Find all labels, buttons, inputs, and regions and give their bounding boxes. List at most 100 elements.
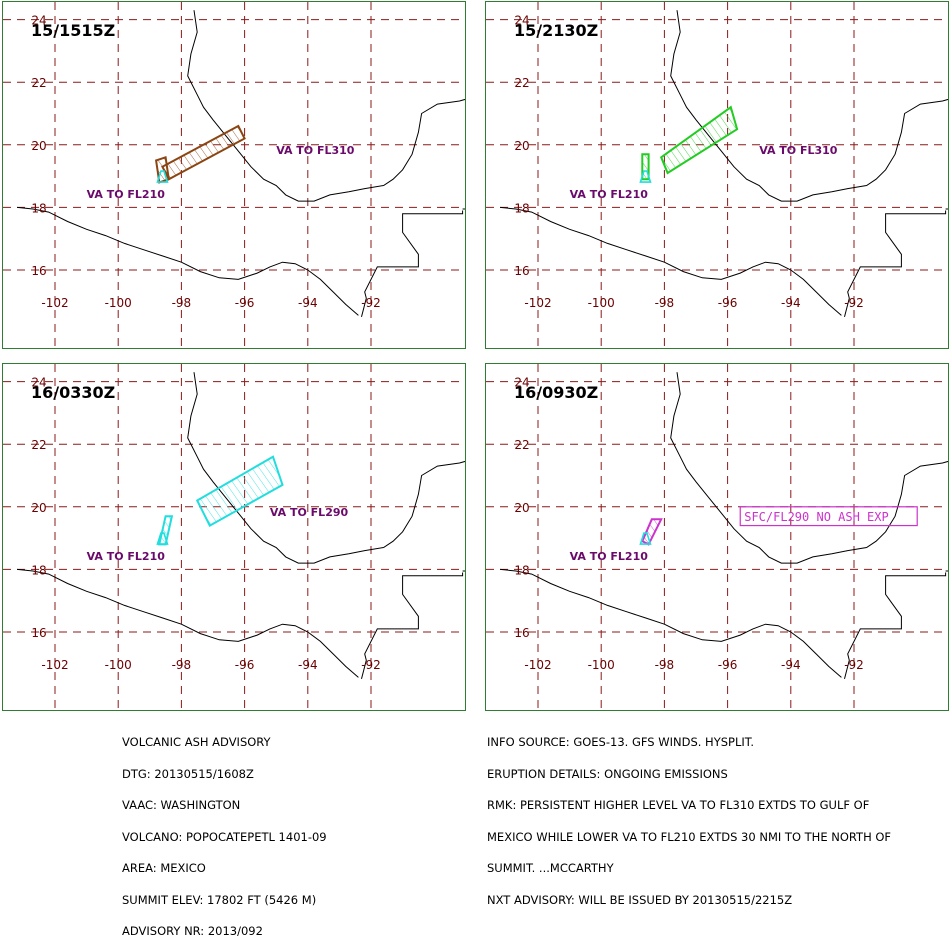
- advisory-line: RMK: PERSISTENT HIGHER LEVEL VA TO FL310…: [487, 798, 870, 812]
- ash-cloud-polygon: [641, 518, 663, 546]
- longitude-tick-label: -94: [298, 658, 318, 672]
- latitude-tick-label: 24: [31, 376, 46, 390]
- longitude-tick-label: -100: [105, 658, 132, 672]
- ash-cloud-polygon: [659, 105, 739, 175]
- coastline: [187, 10, 465, 202]
- longitude-tick-label: -98: [655, 296, 675, 310]
- advisory-line: VOLCANIC ASH ADVISORY: [122, 735, 271, 749]
- latitude-tick-label: 24: [514, 14, 529, 28]
- longitude-tick-label: -96: [235, 296, 255, 310]
- latitude-tick-label: 20: [31, 139, 46, 153]
- longitude-tick-label: -94: [781, 296, 801, 310]
- longitude-tick-label: -100: [588, 296, 615, 310]
- volcano-icon: [156, 532, 169, 545]
- latitude-tick-label: 20: [514, 139, 529, 153]
- advisory-line: AREA: MEXICO: [122, 861, 206, 875]
- latitude-tick-label: 18: [31, 563, 46, 577]
- longitude-tick-label: -98: [172, 296, 192, 310]
- latitude-tick-label: 16: [31, 264, 46, 278]
- panel-time-title: 15/2130Z: [514, 21, 598, 40]
- coastline: [187, 372, 465, 564]
- coastline: [844, 572, 947, 680]
- longitude-tick-label: -96: [718, 296, 738, 310]
- latitude-tick-label: 24: [31, 14, 46, 28]
- panel-time-title: 15/1515Z: [31, 21, 115, 40]
- latitude-tick-label: 24: [514, 376, 529, 390]
- map-layer: 16 18 20 22 24 -102 -100 -98 -96 -94 -92 VA TO FL29…: [3, 364, 465, 710]
- longitude-tick-label: -102: [524, 296, 551, 310]
- latitude-tick-label: 18: [31, 201, 46, 215]
- altitude-label: VA TO FL310: [276, 144, 355, 157]
- latitude-tick-label: 18: [514, 563, 529, 577]
- map-panel-4: 16 18 20 22 24 -102 -100 -98 -96 -94 -92 VA TO FL21…: [485, 363, 949, 711]
- advisory-line: ERUPTION DETAILS: ONGOING EMISSIONS: [487, 766, 728, 781]
- altitude-label: VA TO FL310: [759, 144, 838, 157]
- advisory-remarks-block: INFO SOURCE: GOES-13. GFS WINDS. HYSPLIT…: [487, 716, 891, 916]
- longitude-tick-label: -100: [105, 296, 132, 310]
- advisory-line: DTG: 20130515/1608Z: [122, 766, 254, 781]
- map-layer: 16 18 20 22 24 -102 -100 -98 -96 -94 -92 VA TO FL21…: [486, 364, 948, 710]
- coastline: [500, 206, 842, 316]
- coastline: [361, 572, 464, 680]
- latitude-tick-label: 22: [31, 438, 46, 452]
- advisory-line: SUMMIT ELEV: 17802 FT (5426 M): [122, 892, 317, 907]
- coastline: [670, 10, 948, 202]
- longitude-tick-label: -96: [235, 658, 255, 672]
- latitude-tick-label: 16: [514, 626, 529, 640]
- longitude-tick-label: -98: [655, 658, 675, 672]
- latitude-tick-label: 22: [31, 76, 46, 90]
- volcano-icon: [639, 532, 652, 545]
- volcano-icon: [639, 170, 652, 183]
- altitude-label: VA TO FL210: [87, 188, 166, 201]
- coastline: [17, 568, 359, 678]
- latitude-tick-label: 20: [31, 501, 46, 515]
- advisory-line: ADVISORY NR: 2013/092: [122, 924, 263, 938]
- longitude-tick-label: -98: [172, 658, 192, 672]
- advisory-line: VOLCANO: POPOCATEPETL 1401-09: [122, 829, 327, 844]
- latitude-tick-label: 22: [514, 76, 529, 90]
- latitude-tick-label: 16: [514, 264, 529, 278]
- advisory-line: NXT ADVISORY: WILL BE ISSUED BY 20130515…: [487, 892, 793, 907]
- altitude-label: VA TO FL210: [570, 550, 649, 563]
- latitude-tick-label: 18: [514, 201, 529, 215]
- map-panel-3: 16 18 20 22 24 -102 -100 -98 -96 -94 -92 VA TO FL29…: [2, 363, 466, 711]
- coastline: [670, 372, 948, 564]
- longitude-tick-label: -92: [361, 658, 381, 672]
- no-ash-box: [739, 506, 918, 527]
- ash-cloud-polygon: [195, 455, 284, 527]
- volcano-icon: [156, 170, 169, 183]
- altitude-label: VA TO FL290: [270, 506, 349, 519]
- longitude-tick-label: -96: [718, 658, 738, 672]
- latitude-tick-label: 16: [31, 626, 46, 640]
- altitude-label: VA TO FL210: [87, 550, 166, 563]
- ash-cloud-polygon: [161, 124, 246, 181]
- latitude-tick-label: 22: [514, 438, 529, 452]
- coastline: [844, 210, 947, 318]
- panel-time-title: 16/0330Z: [31, 383, 115, 402]
- advisory-line: INFO SOURCE: GOES-13. GFS WINDS. HYSPLIT…: [487, 735, 755, 749]
- map-canvas-1: 16 18 20 22 24 -102 -100 -98 -96 -94 -92 VA TO FL31…: [3, 2, 465, 348]
- latitude-tick-label: 20: [514, 501, 529, 515]
- map-layer: 16 18 20 22 24 -102 -100 -98 -96 -94 -92 VA TO FL31…: [486, 2, 948, 348]
- coastline: [500, 568, 842, 678]
- longitude-tick-label: -92: [844, 296, 864, 310]
- longitude-tick-label: -92: [361, 296, 381, 310]
- map-layer: 16 18 20 22 24 -102 -100 -98 -96 -94 -92 VA TO FL31…: [3, 2, 465, 348]
- map-panel-1: 16 18 20 22 24 -102 -100 -98 -96 -94 -92 VA TO FL31…: [2, 1, 466, 349]
- advisory-line: VAAC: WASHINGTON: [122, 798, 241, 812]
- coastline: [361, 210, 464, 318]
- map-canvas-2: 16 18 20 22 24 -102 -100 -98 -96 -94 -92 VA TO FL31…: [486, 2, 948, 348]
- map-canvas-4: 16 18 20 22 24 -102 -100 -98 -96 -94 -92 VA TO FL21…: [486, 364, 948, 710]
- longitude-tick-label: -92: [844, 658, 864, 672]
- advisory-line: MEXICO WHILE LOWER VA TO FL210 EXTDS 30 …: [487, 829, 892, 844]
- longitude-tick-label: -102: [41, 658, 68, 672]
- map-canvas-3: 16 18 20 22 24 -102 -100 -98 -96 -94 -92 VA TO FL29…: [3, 364, 465, 710]
- longitude-tick-label: -102: [524, 658, 551, 672]
- advisory-header-block: VOLCANIC ASH ADVISORY DTG: 20130515/1608…: [122, 716, 327, 947]
- map-panel-2: 16 18 20 22 24 -102 -100 -98 -96 -94 -92 VA TO FL31…: [485, 1, 949, 349]
- longitude-tick-label: -102: [41, 296, 68, 310]
- no-ash-label: SFC/FL290 NO ASH EXP: [744, 510, 889, 524]
- longitude-tick-label: -100: [588, 658, 615, 672]
- longitude-tick-label: -94: [781, 658, 801, 672]
- longitude-tick-label: -94: [298, 296, 318, 310]
